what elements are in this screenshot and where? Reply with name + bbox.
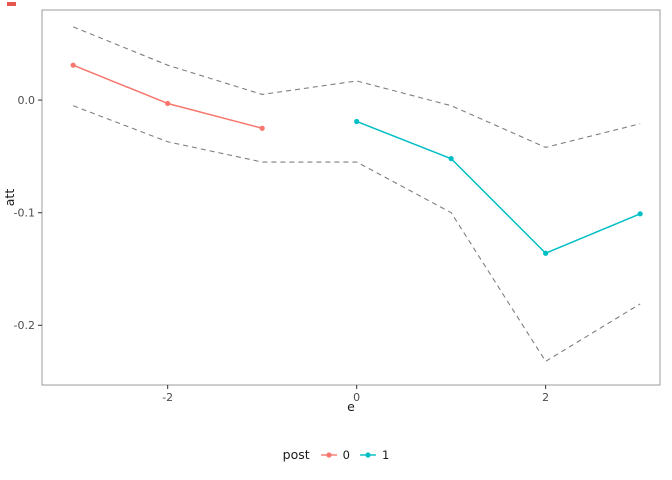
legend-entry-post-1: 1 — [359, 448, 389, 462]
x-axis-label: e — [347, 399, 355, 414]
plot-area: -2 0 2 0.0 -0.1 -0.2 — [14, 9, 661, 404]
svg-text:0: 0 — [353, 391, 360, 404]
legend-entry-post-0: 0 — [320, 448, 350, 462]
legend-entry-label: 0 — [342, 447, 350, 462]
y-axis-label: att — [2, 189, 17, 207]
svg-text:0.0: 0.0 — [18, 94, 36, 107]
event-study-plot: att e -2 0 2 0.0 -0.1 -0.2 — [2, 9, 661, 414]
svg-text:-0.2: -0.2 — [14, 319, 35, 332]
legend-key-post-0-icon — [320, 451, 337, 458]
svg-text:2: 2 — [542, 391, 549, 404]
svg-text:-2: -2 — [162, 391, 173, 404]
legend-title: post — [282, 447, 310, 462]
corner-artifact — [7, 2, 16, 6]
svg-text:-0.1: -0.1 — [14, 207, 35, 220]
legend-entry-label: 1 — [382, 447, 390, 462]
legend: post 0 1 — [0, 447, 672, 462]
legend-key-post-1-icon — [360, 451, 376, 458]
